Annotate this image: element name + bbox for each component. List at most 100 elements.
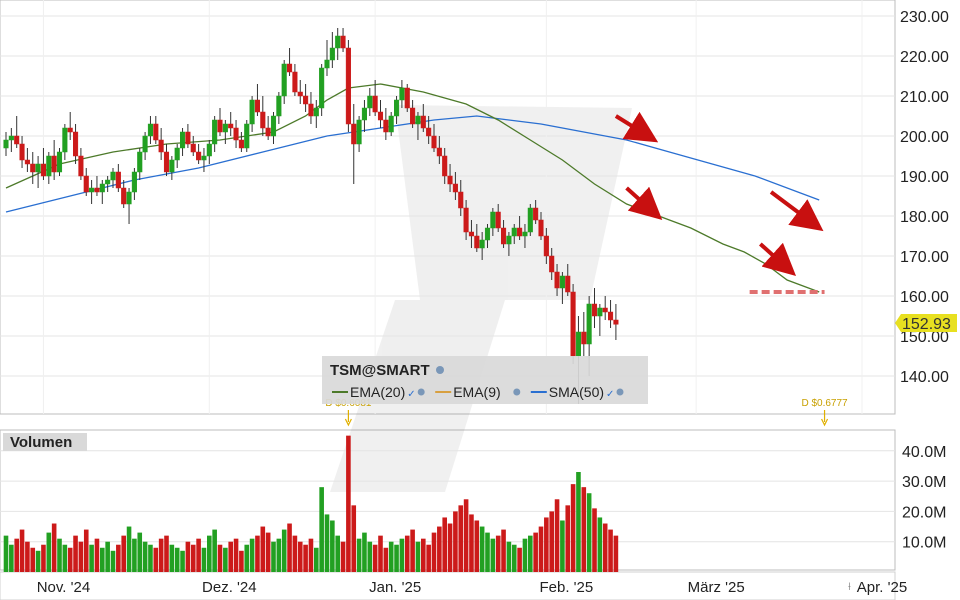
- candle: [19, 136, 25, 168]
- check-icon[interactable]: ✓: [606, 389, 614, 400]
- candle: [340, 28, 346, 52]
- candle: [3, 132, 9, 156]
- candle: [115, 164, 121, 192]
- volume-bar: [330, 520, 335, 572]
- symbol-settings-icon[interactable]: [436, 366, 444, 374]
- volume-bar: [153, 547, 159, 572]
- volume-bar: [335, 535, 340, 572]
- candle: [511, 224, 517, 244]
- candle: [329, 32, 335, 68]
- legend-item-label: EMA(9): [453, 384, 500, 400]
- settings-icon[interactable]: [513, 388, 521, 396]
- candle: [174, 144, 180, 168]
- price-tick-label: 150.00: [900, 329, 949, 346]
- candle: [83, 168, 89, 196]
- volume-bar: [479, 526, 485, 572]
- candle: [452, 172, 458, 200]
- x-tick-label: März '25: [688, 579, 745, 596]
- volume-bar: [463, 499, 469, 572]
- candle: [474, 224, 480, 252]
- candle: [319, 64, 325, 116]
- volume-bar: [105, 541, 110, 572]
- volume-bar: [549, 511, 554, 572]
- candle: [372, 80, 378, 116]
- volume-bar: [592, 508, 597, 572]
- candle: [367, 88, 373, 116]
- candle: [468, 220, 474, 248]
- candle: [180, 128, 186, 156]
- volume-bar: [185, 541, 191, 572]
- candle: [351, 104, 357, 184]
- volume-bar: [388, 541, 394, 572]
- candle: [484, 224, 491, 248]
- volume-bar: [495, 535, 501, 572]
- legend-item-label: EMA(20): [350, 384, 405, 400]
- candle: [608, 300, 614, 328]
- settings-icon[interactable]: [616, 388, 624, 396]
- candle: [142, 132, 148, 160]
- trend-arrow: [625, 186, 663, 221]
- indicator-lines: [5, 83, 820, 293]
- candle: [565, 264, 571, 296]
- x-tick-label: Nov. '24: [37, 579, 90, 596]
- candle: [297, 80, 303, 104]
- price-tick-label: 200.00: [900, 129, 949, 146]
- scroll-handle-icon[interactable]: ⟊: [848, 580, 851, 593]
- price-tick-label: 180.00: [900, 209, 949, 226]
- candle: [527, 204, 533, 236]
- volume-bar: [233, 538, 239, 572]
- volume-bar: [351, 505, 357, 572]
- candle: [254, 84, 260, 116]
- volume-bar: [533, 532, 538, 572]
- candle: [217, 108, 223, 136]
- volume-bar: [367, 541, 373, 572]
- x-tick-label: Dez. '24: [202, 579, 257, 596]
- volume-bar: [597, 517, 603, 572]
- check-icon[interactable]: ✓: [407, 389, 415, 400]
- candle: [105, 176, 111, 192]
- volume-bar: [89, 544, 94, 572]
- settings-icon[interactable]: [417, 388, 425, 396]
- candle: [99, 180, 105, 204]
- volume-bar: [137, 532, 143, 572]
- volume-bar: [560, 520, 565, 572]
- volume-bar: [421, 538, 426, 572]
- volume-bar: [554, 499, 560, 572]
- candle: [238, 132, 244, 152]
- candle: [490, 208, 496, 236]
- price-tick-label: 140.00: [900, 369, 949, 386]
- price-tick-label: 210.00: [900, 89, 949, 106]
- volume-bar: [164, 535, 169, 572]
- candle: [163, 144, 170, 176]
- volume-bar: [190, 544, 196, 572]
- volume-bar: [62, 544, 68, 572]
- candle: [131, 168, 137, 200]
- volume-bar: [490, 538, 496, 572]
- volume-bars: [3, 435, 619, 572]
- volume-bar: [506, 541, 512, 572]
- candle: [442, 148, 448, 184]
- volume-bar: [223, 547, 228, 572]
- candle: [206, 140, 212, 164]
- volume-bar: [399, 538, 405, 572]
- volume-bar: [239, 550, 244, 572]
- volume-bar: [19, 529, 25, 572]
- candle: [501, 220, 507, 248]
- volume-bar: [538, 526, 544, 572]
- dividend-label: D $0.6777: [801, 398, 848, 409]
- volume-title-bg: [3, 433, 87, 451]
- candle: [244, 120, 250, 152]
- candle: [399, 80, 405, 108]
- volume-bar: [458, 505, 464, 572]
- candle: [78, 148, 84, 180]
- candle: [506, 232, 512, 256]
- volume-bar: [453, 511, 458, 572]
- candle: [158, 128, 164, 160]
- price-axis: 230.00 220.00 210.00 200.00 190.00 180.00 170.…: [900, 9, 949, 386]
- volume-bar: [30, 547, 36, 572]
- candle: [404, 84, 410, 112]
- volume-bar: [447, 523, 453, 572]
- volume-bar: [608, 529, 613, 572]
- candle: [335, 28, 341, 60]
